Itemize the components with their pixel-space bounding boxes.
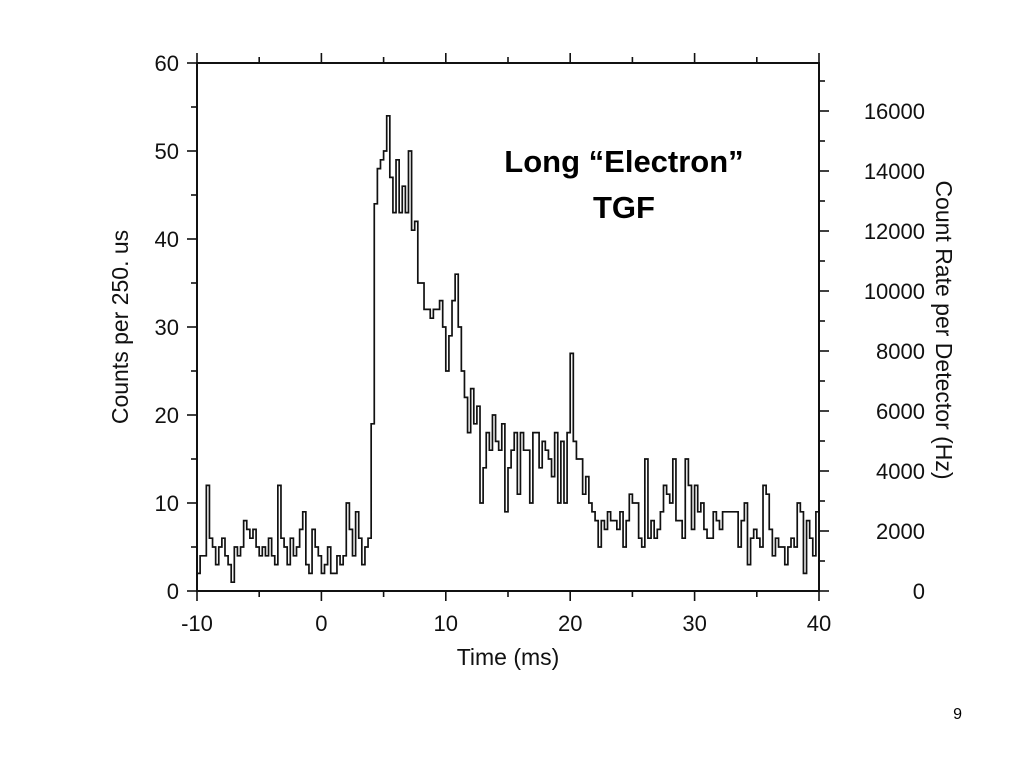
x-tick-label: 0: [315, 611, 327, 636]
axis-ticks: -10 0 10 20 30 400102030405060020004000600080…: [155, 51, 925, 636]
x-tick-label: 40: [807, 611, 831, 636]
y2-tick-label: 10000: [864, 279, 925, 304]
annotation-line-2: TGF: [593, 190, 655, 225]
histogram-series-1: [197, 114, 820, 584]
y2-tick-label: 8000: [876, 339, 925, 364]
y-tick-label: 40: [155, 227, 179, 252]
x-axis-title: Time (ms): [457, 644, 560, 670]
y2-tick-label: 0: [913, 579, 925, 604]
y-tick-label: 30: [155, 315, 179, 340]
x-tick-label: -10: [181, 611, 213, 636]
x-tick-label: 30: [682, 611, 706, 636]
y2-tick-label: 16000: [864, 99, 925, 124]
y-tick-label: 0: [167, 579, 179, 604]
page-number: 9: [953, 706, 962, 723]
y2-tick-label: 6000: [876, 399, 925, 424]
x-tick-label: 20: [558, 611, 582, 636]
series-layer: [197, 114, 820, 584]
y-tick-label: 10: [155, 491, 179, 516]
y2-tick-label: 2000: [876, 519, 925, 544]
y-axis-title: Counts per 250. us: [107, 230, 133, 424]
y2-tick-label: 14000: [864, 159, 925, 184]
y-tick-label: 50: [155, 139, 179, 164]
y2-tick-label: 12000: [864, 219, 925, 244]
annotation-line-1: Long “Electron”: [504, 144, 743, 179]
x-tick-label: 10: [434, 611, 458, 636]
y-tick-label: 60: [155, 51, 179, 76]
y2-tick-label: 4000: [876, 459, 925, 484]
y2-axis-title: Count Rate per Detector (Hz): [931, 180, 957, 479]
y-tick-label: 20: [155, 403, 179, 428]
